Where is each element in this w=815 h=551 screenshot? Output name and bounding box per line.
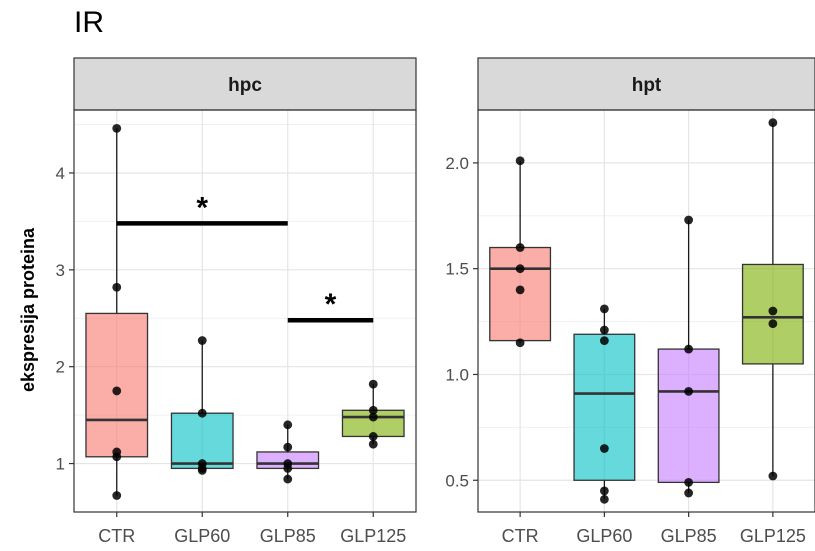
data-point [599, 486, 609, 496]
data-point [768, 471, 778, 481]
y-tick-label: 1.5 [445, 260, 469, 279]
y-tick-label: 0.5 [445, 471, 469, 490]
data-point [599, 444, 609, 453]
facet-label: hpt [632, 75, 662, 96]
x-tick-label: CTR [502, 526, 539, 546]
panel-hpt: hpt 0.5 1.0 1.5 2.0 CTR GLP60 GLP85 GLP125 [445, 57, 815, 546]
data-point [283, 442, 293, 452]
data-point [368, 432, 378, 441]
data-point [768, 306, 778, 316]
data-point [515, 156, 525, 166]
data-point [684, 477, 694, 487]
chart-title: IR [74, 6, 104, 39]
data-point [368, 412, 378, 422]
data-point [684, 387, 694, 396]
panel-border [73, 109, 417, 513]
data-point [112, 447, 122, 457]
data-point [599, 494, 609, 504]
y-tick-label: 2 [56, 358, 65, 377]
data-point [112, 282, 122, 292]
data-point [515, 243, 525, 252]
x-tick-label: GLP85 [661, 526, 717, 546]
significance-label: * [196, 191, 208, 224]
data-point [684, 488, 694, 498]
data-point [197, 408, 207, 418]
data-point [283, 474, 293, 484]
x-tick-label: CTR [98, 526, 135, 546]
data-point [368, 405, 378, 415]
data-point [684, 215, 694, 225]
data-point [768, 319, 778, 329]
box-GLP85 [657, 348, 720, 484]
data-point [112, 491, 122, 500]
data-point [197, 459, 207, 468]
x-tick-label: GLP60 [174, 526, 230, 546]
data-point [515, 264, 525, 274]
y-tick-label: 2.0 [445, 154, 469, 173]
panel-border [477, 109, 815, 513]
facet-label: hpc [228, 75, 262, 96]
y-axis-label: ekspresija proteina [18, 227, 38, 392]
x-tick-label: GLP125 [740, 526, 806, 546]
data-point [515, 338, 525, 348]
box-CTR [85, 312, 149, 458]
y-tick-label: 3 [56, 261, 65, 280]
data-point [768, 118, 778, 128]
facet-strip [73, 57, 417, 111]
panel-hpc: hpc * * 1 2 3 4 CTR GLP60 GLP85 GLP125 [56, 57, 417, 546]
data-point [112, 124, 122, 133]
box-GLP60 [170, 412, 234, 470]
data-point [515, 285, 525, 295]
data-point [283, 459, 293, 468]
x-tick-label: GLP85 [260, 526, 316, 546]
y-tick-label: 4 [56, 164, 65, 183]
facet-strip [477, 57, 815, 111]
box-GLP60 [573, 333, 636, 481]
y-tick-label: 1 [56, 455, 65, 474]
data-point [112, 386, 122, 396]
x-tick-label: GLP60 [576, 526, 632, 546]
data-point [684, 344, 694, 354]
data-point [599, 325, 609, 335]
y-tick-label: 1.0 [445, 365, 469, 384]
data-point [197, 336, 207, 345]
data-point [599, 336, 609, 346]
significance-label: * [325, 288, 337, 321]
data-point [283, 420, 293, 430]
x-tick-label: GLP125 [340, 526, 406, 546]
data-point [368, 379, 378, 389]
data-point [599, 304, 609, 314]
data-point [368, 439, 378, 449]
